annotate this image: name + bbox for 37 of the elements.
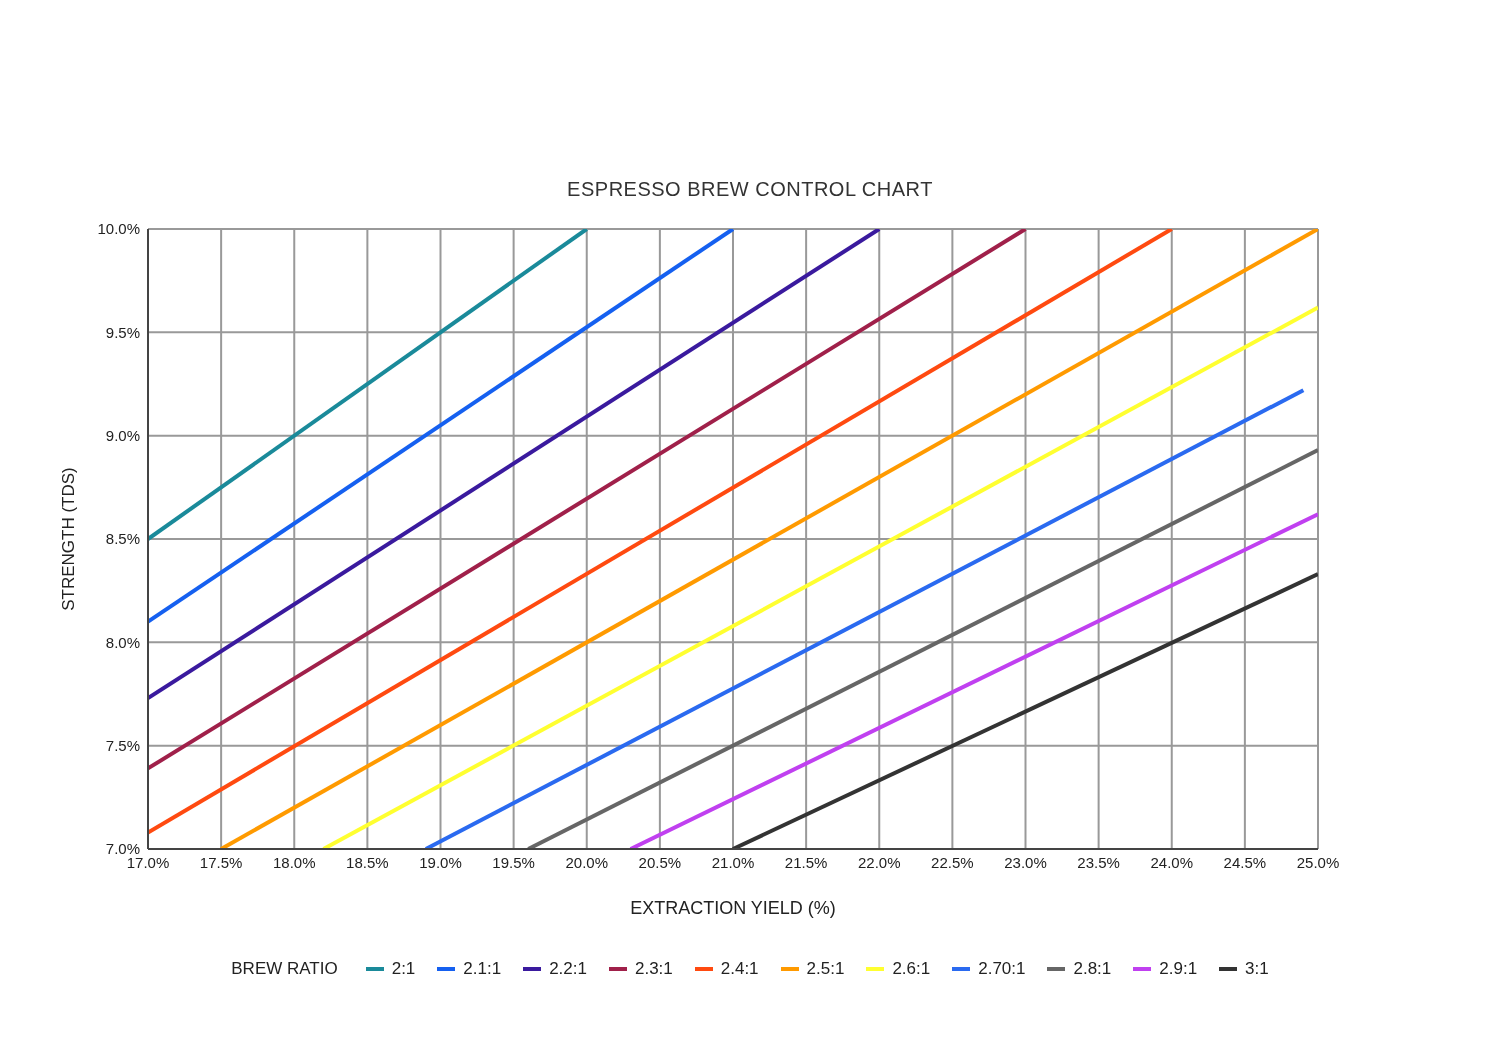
legend-label: 2.9:1 (1159, 959, 1198, 979)
y-tick-label: 8.0% (105, 633, 140, 651)
y-axis-title: STRENGTH (TDS) (59, 467, 79, 611)
x-tick-label: 23.0% (1004, 853, 1047, 871)
x-tick-label: 20.5% (638, 853, 682, 871)
x-tick-label: 21.0% (711, 853, 755, 871)
x-tick-label: 18.5% (346, 853, 389, 871)
y-tick-label: 9.0% (105, 426, 140, 444)
y-tick-label: 8.5% (105, 530, 140, 548)
x-tick-label: 19.5% (492, 853, 535, 871)
x-tick-label: 21.5% (784, 853, 828, 871)
legend-label: 2.1:1 (463, 959, 502, 979)
legend-label: 2.3:1 (634, 959, 673, 979)
x-tick-label: 20.0% (565, 853, 609, 871)
x-tick-label: 24.0% (1150, 853, 1194, 871)
x-tick-label: 18.0% (272, 853, 316, 871)
legend-label: 2.2:1 (549, 959, 587, 979)
legend-label: 2.70:1 (978, 959, 1026, 979)
x-tick-label: 25.0% (1296, 853, 1340, 871)
legend-title: BREW RATIO (231, 959, 338, 979)
legend-label: 2.6:1 (892, 959, 931, 979)
x-tick-label: 19.0% (419, 853, 462, 871)
chart-title: ESPRESSO BREW CONTROL CHART (566, 178, 934, 201)
legend-label: 2.4:1 (720, 959, 759, 979)
y-tick-label: 10.0% (97, 220, 140, 238)
x-tick-label: 17.5% (199, 853, 243, 871)
legend-label: 3:1 (1245, 959, 1269, 979)
x-tick-label: 23.5% (1077, 853, 1120, 871)
y-tick-label: 7.5% (105, 736, 140, 754)
x-axis-title: EXTRACTION YIELD (%) (630, 898, 836, 918)
legend-label: 2.8:1 (1073, 959, 1112, 979)
x-tick-label: 22.5% (931, 853, 974, 871)
legend-label: 2:1 (391, 959, 416, 979)
x-tick-label: 22.0% (857, 853, 901, 871)
x-tick-label: 24.5% (1223, 853, 1267, 871)
legend-label: 2.5:1 (806, 959, 845, 979)
y-tick-label: 9.5% (105, 323, 140, 341)
